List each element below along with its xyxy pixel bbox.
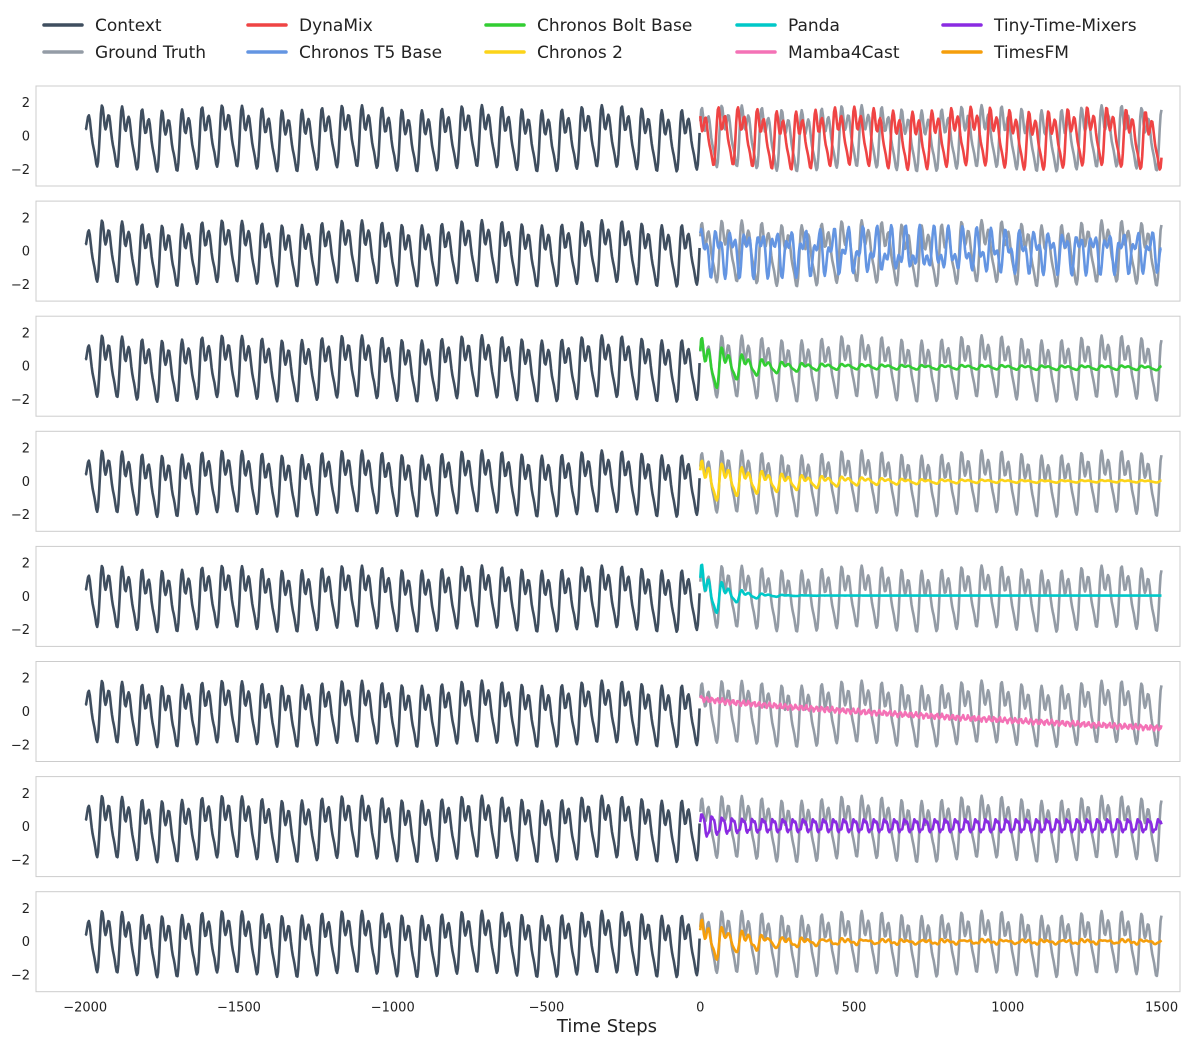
context-line: [84, 794, 701, 864]
panel-frame: [35, 85, 1181, 187]
legend-item-dynamix: DynaMix: [246, 16, 373, 36]
y-tick-label: −2: [11, 969, 30, 984]
y-tick-label: −2: [11, 393, 30, 408]
x-tick-label: −1500: [217, 1001, 261, 1016]
y-tick-label: −2: [11, 853, 30, 868]
y-tick-label: 2: [22, 441, 30, 456]
y-tick-label: −2: [11, 508, 30, 523]
context-line: [84, 449, 701, 519]
y-tick-label: 0: [22, 820, 30, 835]
forecast-line-mamba4cast: [699, 694, 1163, 732]
context-line: [84, 679, 701, 749]
x-axis: −2000 −1500 −1000 −500 0 500 1000 1500: [63, 1001, 1178, 1016]
y-tick-label: 2: [22, 96, 30, 111]
y-tick-label: 2: [22, 326, 30, 341]
x-tick-label: −500: [529, 1001, 565, 1016]
legend-label: Mamba4Cast: [788, 43, 900, 63]
context-line: [84, 909, 701, 979]
y-tick-label: 0: [22, 360, 30, 375]
legend-label: DynaMix: [299, 16, 373, 36]
panels: 2 0 −2 2 0 −2 2 0 −2 2 0 −2 2 0 −2 2 0 −2 2 0 −2 2 0 −2: [11, 85, 1181, 993]
panel-mamba4cast: 2 0 −2: [11, 661, 1181, 762]
legend-item-tiny-time-mixers: Tiny-Time-Mixers: [941, 16, 1137, 36]
forecast-line-panda: [699, 563, 1162, 615]
y-tick-label: −2: [11, 278, 30, 293]
panel-timesfm: 2 0 −2: [11, 891, 1181, 993]
legend-item-chronos-bolt-base: Chronos Bolt Base: [484, 16, 692, 36]
legend-label: Context: [95, 16, 162, 36]
x-tick-label: −2000: [63, 1001, 107, 1016]
legend-item-chronos-t5-base: Chronos T5 Base: [246, 43, 442, 63]
legend-label: TimesFM: [993, 43, 1069, 63]
forecast-line-chronos-bolt-base: [699, 337, 1163, 390]
context-line: [84, 218, 701, 288]
panel-dynamix: 2 0 −2: [11, 85, 1181, 187]
ground-truth-line: [699, 334, 1163, 403]
legend-label: Chronos T5 Base: [299, 43, 442, 63]
context-line: [84, 564, 701, 634]
y-tick-label: 0: [22, 590, 30, 605]
panel-frame: [35, 661, 1181, 762]
legend-label: Panda: [788, 16, 840, 36]
legend-label: Chronos Bolt Base: [537, 16, 692, 36]
legend-item-mamba4cast: Mamba4Cast: [735, 43, 900, 63]
y-tick-label: 2: [22, 787, 30, 802]
y-tick-label: 2: [22, 211, 30, 226]
context-line: [84, 334, 701, 403]
context-line: [84, 103, 701, 173]
legend: Context Ground Truth DynaMix Chronos T5 Bas…: [42, 16, 1137, 63]
x-tick-label: −1000: [371, 1001, 415, 1016]
forecast-line-chronos-2: [699, 459, 1162, 502]
ground-truth-line: [699, 449, 1163, 518]
y-tick-label: 2: [22, 672, 30, 687]
y-tick-label: 0: [22, 245, 30, 260]
y-tick-label: −2: [11, 623, 30, 638]
x-tick-label: 0: [696, 1001, 704, 1016]
ground-truth-line: [699, 909, 1163, 979]
panel-chronos-2: 2 0 −2: [11, 430, 1181, 532]
forecast-line-dynamix: [699, 105, 1163, 172]
panel-panda: 2 0 −2: [11, 545, 1181, 647]
x-axis-label: Time Steps: [556, 1016, 657, 1037]
y-tick-label: 0: [22, 705, 30, 720]
legend-item-chronos-2: Chronos 2: [484, 43, 623, 63]
panel-chronos-t5-base: 2 0 −2: [11, 200, 1181, 302]
x-tick-label: 1500: [1145, 1001, 1178, 1016]
y-tick-label: 0: [22, 130, 30, 145]
y-tick-label: 0: [22, 935, 30, 950]
y-tick-label: 2: [22, 557, 30, 572]
legend-label: Ground Truth: [95, 43, 206, 63]
y-tick-label: −2: [11, 738, 30, 753]
y-tick-label: −2: [11, 163, 30, 178]
legend-item-context: Context: [42, 16, 162, 36]
x-tick-label: 500: [842, 1001, 867, 1016]
legend-item-panda: Panda: [735, 16, 840, 36]
forecast-line-chronos-t5-base: [699, 223, 1162, 281]
legend-item-ground-truth: Ground Truth: [42, 43, 206, 63]
panel-tiny-time-mixers: 2 0 −2: [11, 776, 1181, 878]
y-tick-label: 2: [22, 902, 30, 917]
ground-truth-line: [699, 564, 1163, 633]
legend-item-timesfm: TimesFM: [941, 43, 1069, 63]
y-tick-label: 0: [22, 475, 30, 490]
panel-chronos-bolt-base: 2 0 −2: [11, 315, 1181, 417]
forecast-line-tiny-time-mixers: [699, 813, 1163, 838]
forecast-line-timesfm: [699, 918, 1163, 961]
legend-label: Tiny-Time-Mixers: [993, 16, 1137, 36]
x-tick-label: 1000: [991, 1001, 1024, 1016]
legend-label: Chronos 2: [537, 43, 623, 63]
